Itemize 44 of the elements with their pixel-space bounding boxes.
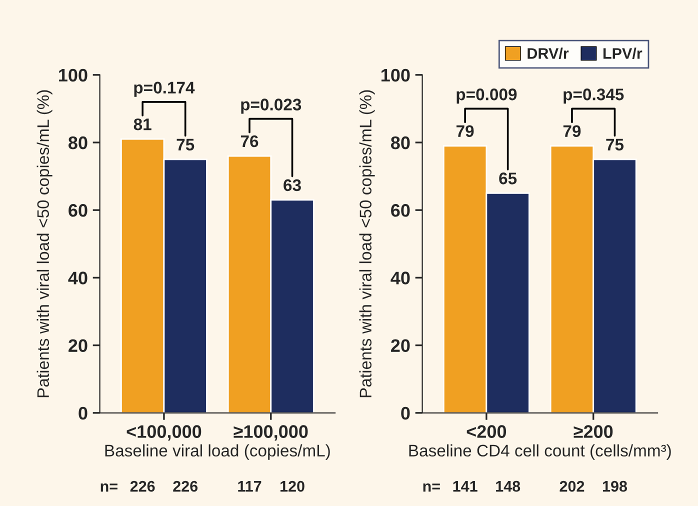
y-tick-label: 20 xyxy=(391,339,410,352)
y-tick-label: 20 xyxy=(68,339,88,352)
text: 226 xyxy=(173,480,198,492)
x-axis-title: Baseline CD4 cell count (cells/mm³) xyxy=(409,444,671,460)
y-axis-title: Patients with viral load <50 copies/mL (%) xyxy=(36,90,52,398)
text: 141 xyxy=(453,481,478,492)
data-label: 81 xyxy=(134,118,152,130)
y-axis-title: Patients with viral load <50 copies/mL (%) xyxy=(359,90,375,398)
x-tick-label: ≥200 xyxy=(574,425,613,438)
text: 226 xyxy=(130,480,155,492)
data-label: 63 xyxy=(284,179,301,192)
y-tick-label: 80 xyxy=(68,136,88,150)
text: n= xyxy=(100,483,118,492)
y-tick-label: 40 xyxy=(390,272,410,284)
data-label: 76 xyxy=(240,135,258,148)
data-label: 65 xyxy=(499,172,517,184)
text: 202 xyxy=(560,480,584,492)
x-axis-title: Baseline viral load (copies/mL) xyxy=(105,444,330,460)
x-tick-label: ≥100,000 xyxy=(234,425,308,441)
y-tick-label: 0 xyxy=(401,406,410,420)
y-tick-label: 60 xyxy=(68,204,88,217)
y-tick-label: 100 xyxy=(59,68,88,82)
y-tick-label: 40 xyxy=(68,272,88,284)
y-tick-label: 100 xyxy=(382,68,410,82)
x-tick-label: <200 xyxy=(466,425,506,438)
x-tick-label: <100,000 xyxy=(126,425,202,441)
data-label: 79 xyxy=(563,125,581,138)
annotation: p=0.009 xyxy=(456,88,517,104)
legend-label: LPV/r xyxy=(603,48,642,60)
annotation: p=0.174 xyxy=(134,82,195,97)
y-tick-label: 60 xyxy=(391,204,410,217)
y-tick-label: 80 xyxy=(390,136,410,150)
text: n= xyxy=(423,483,440,492)
annotation: p=0.345 xyxy=(564,88,624,104)
legend-label: DRV/r xyxy=(528,48,569,60)
data-label: 75 xyxy=(606,138,624,151)
text: 117 xyxy=(238,481,262,492)
text: 120 xyxy=(280,480,304,492)
data-label: 75 xyxy=(176,138,194,151)
data-label: 79 xyxy=(456,125,474,138)
y-tick-label: 0 xyxy=(78,406,88,420)
text: 148 xyxy=(496,480,520,492)
text: 198 xyxy=(602,480,628,492)
annotation: p=0.023 xyxy=(241,98,302,114)
